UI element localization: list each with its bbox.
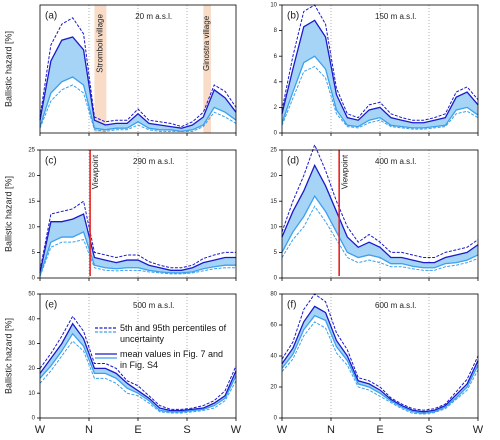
legend-entry: 5th and 95th percentiles of uncertainty	[120, 323, 227, 344]
panel-label: (f)	[287, 300, 296, 311]
series-line	[39, 17, 237, 128]
x-tick-label: E	[134, 424, 141, 436]
series-line	[39, 315, 237, 410]
series-line	[39, 231, 236, 276]
y-tick-label: 10	[28, 391, 35, 397]
x-tick-label: E	[376, 424, 383, 436]
legend-label: mean values in Fig. 7 and in Fig. S4	[120, 349, 224, 370]
series-line	[39, 213, 236, 274]
panel-title: 400 m a.s.l.	[375, 157, 416, 166]
series-line	[39, 36, 237, 129]
series-line	[39, 239, 236, 277]
series-line	[39, 84, 237, 132]
y-tick-label: 20	[270, 173, 277, 179]
y-tick-label: 0	[32, 416, 36, 422]
y-tick-label: 0	[32, 276, 36, 282]
plot-frame	[281, 4, 479, 134]
series-line	[39, 340, 237, 414]
y-tick-label: 6	[274, 54, 278, 60]
series-line	[281, 55, 479, 129]
plot-frame	[281, 293, 479, 419]
y-tick-label: 40	[270, 354, 277, 360]
series-line	[281, 65, 479, 130]
y-tick-label: 10	[28, 224, 35, 230]
y-tick-label: 30	[28, 341, 35, 347]
series-line	[39, 322, 237, 412]
series-line	[39, 200, 236, 271]
plot-frame	[39, 293, 237, 419]
uncertainty-band	[40, 214, 236, 276]
plot-frame	[281, 149, 479, 279]
y-tick-label: 10	[270, 224, 277, 230]
shaded-region	[203, 5, 211, 133]
panel-label: (e)	[45, 300, 57, 311]
series-line	[281, 163, 479, 264]
y-tick-label: 5	[274, 250, 278, 256]
y-tick-label: 15	[28, 199, 35, 205]
panel-label: (c)	[45, 156, 57, 167]
viewpoint-label: Viewpoint	[91, 154, 100, 189]
region-label: Ginostra village	[202, 15, 211, 71]
plot-frame	[39, 149, 237, 279]
region-label: Stromboli village	[96, 14, 105, 73]
series-line	[281, 305, 479, 413]
shaded-region	[94, 5, 107, 133]
x-tick-label: N	[85, 424, 93, 436]
panel-title: 290 m a.s.l.	[133, 157, 174, 166]
y-tick-label: 0	[274, 276, 278, 282]
y-axis-label: Ballistic hazard [%]	[3, 176, 13, 252]
y-tick-label: 20	[270, 385, 277, 391]
y-tick-label: 0	[274, 416, 278, 422]
y-tick-label: 8	[274, 28, 278, 34]
y-tick-label: 0	[274, 131, 278, 137]
panel-label: (b)	[287, 11, 299, 22]
y-axis-label: Ballistic hazard [%]	[3, 31, 13, 107]
uncertainty-band	[40, 37, 236, 132]
legend-label: 5th and 95th percentiles of uncertainty	[120, 323, 227, 344]
x-tick-label: W	[231, 424, 242, 436]
panel-label: (d)	[287, 156, 299, 167]
uncertainty-band	[282, 306, 478, 414]
y-tick-label: 10	[270, 3, 277, 9]
y-tick-label: 20	[28, 366, 35, 372]
x-tick-label: W	[277, 424, 288, 436]
y-axis-label: Ballistic hazard [%]	[3, 318, 13, 394]
x-tick-label: S	[425, 424, 432, 436]
series-line	[281, 314, 479, 415]
series-line	[281, 205, 479, 271]
panel-title: 500 m a.s.l.	[133, 301, 174, 310]
series-line	[281, 143, 479, 259]
x-tick-label: N	[327, 424, 335, 436]
panel-label: (a)	[45, 11, 57, 22]
y-tick-label: 5	[32, 250, 36, 256]
series-line	[281, 321, 479, 415]
y-tick-label: 60	[270, 323, 277, 329]
viewpoint-label: Viewpoint	[340, 154, 349, 189]
x-tick-label: W	[35, 424, 46, 436]
y-tick-label: 2	[274, 105, 278, 111]
panel-title: 20 m a.s.l.	[135, 12, 172, 21]
series-line	[39, 332, 237, 413]
series-line	[281, 194, 479, 269]
uncertainty-band	[40, 323, 236, 412]
y-tick-label: 80	[270, 292, 277, 298]
y-tick-label: 50	[28, 292, 35, 298]
panel-title: 600 m a.s.l.	[375, 301, 416, 310]
series-line	[281, 19, 479, 124]
y-tick-label: 15	[270, 199, 277, 205]
x-tick-label: S	[183, 424, 190, 436]
y-tick-label: 25	[270, 148, 277, 154]
x-tick-label: W	[473, 424, 484, 436]
legend-entry: mean values in Fig. 7 and in Fig. S4	[120, 349, 224, 370]
y-tick-label: 20	[28, 173, 35, 179]
series-line	[39, 76, 237, 133]
plot-frame	[39, 4, 237, 134]
panel-title: 150 m a.s.l.	[375, 12, 416, 21]
y-tick-label: 40	[28, 316, 35, 322]
y-tick-label: 4	[274, 79, 278, 85]
y-tick-label: 25	[28, 148, 35, 154]
